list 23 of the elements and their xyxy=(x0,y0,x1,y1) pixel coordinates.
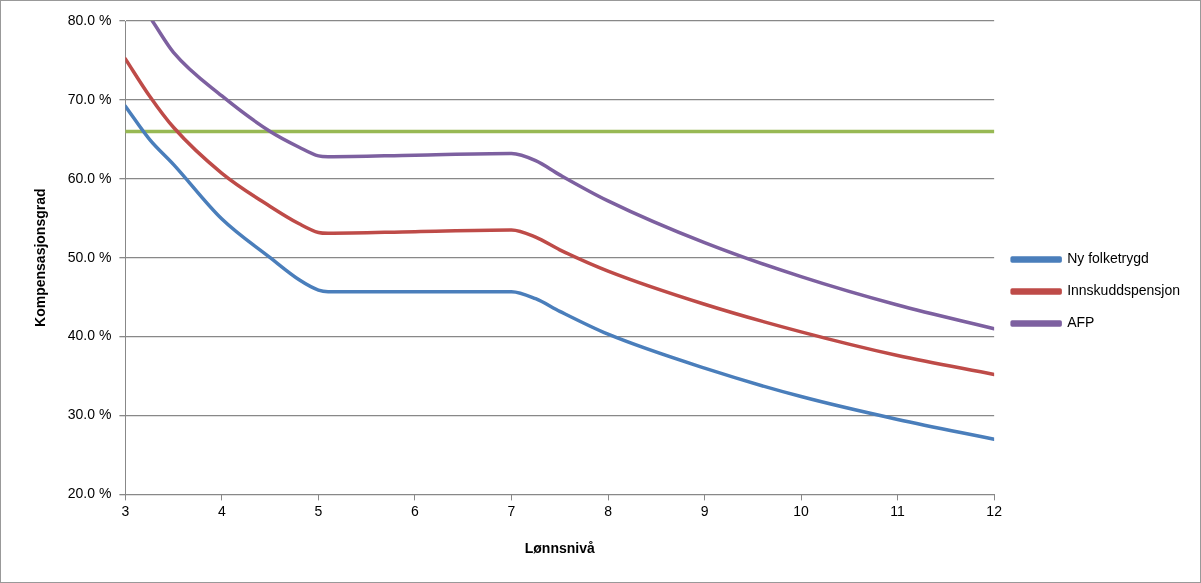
y-tick-label: 70.0 % xyxy=(67,90,112,107)
x-tick-label: 6 xyxy=(411,502,420,519)
y-tick-label: 20.0 % xyxy=(67,485,112,502)
x-tick-label: 10 xyxy=(793,502,810,519)
legend-label: Innskuddspensjon xyxy=(1067,282,1181,299)
x-tick-label: 8 xyxy=(604,502,613,519)
x-axis-title: Lønnsnivå xyxy=(524,540,595,557)
legend-label: AFP xyxy=(1067,314,1095,331)
x-tick-label: 5 xyxy=(314,502,323,519)
legend-label: Ny folketrygd xyxy=(1067,250,1149,267)
x-tick-label: 4 xyxy=(218,502,227,519)
x-tick-label: 7 xyxy=(507,502,516,519)
y-axis-title: Kompensasjonsgrad xyxy=(32,188,49,327)
y-tick-label: 40.0 % xyxy=(67,327,112,344)
x-tick-label: 9 xyxy=(700,502,709,519)
line-series xyxy=(150,21,995,331)
x-tick-label: 11 xyxy=(890,502,906,519)
y-tick-label: 60.0 % xyxy=(67,169,112,186)
x-tick-label: 3 xyxy=(121,502,130,519)
y-tick-label: 80.0 % xyxy=(67,11,112,28)
x-tick-label: 12 xyxy=(986,502,1003,519)
y-tick-label: 30.0 % xyxy=(67,406,112,423)
y-tick-label: 50.0 % xyxy=(67,248,112,265)
